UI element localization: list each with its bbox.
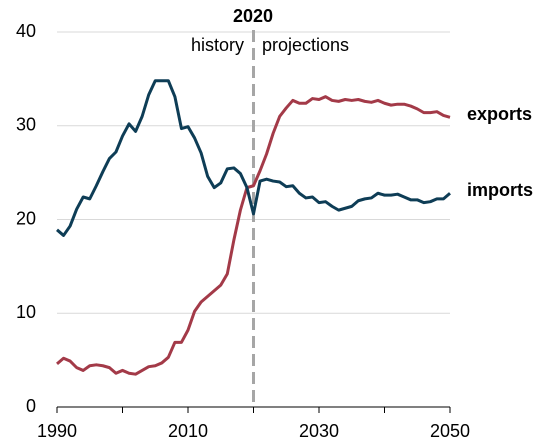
series-label: imports — [467, 180, 533, 200]
x-tick-label: 2010 — [168, 421, 208, 441]
series-label: exports — [467, 104, 532, 124]
history-label: history — [191, 35, 244, 55]
x-tick-label: 2050 — [430, 421, 470, 441]
y-tick-label: 40 — [16, 21, 36, 41]
y-tick-label: 20 — [16, 208, 36, 228]
series-line — [56, 95, 451, 376]
x-tick-label: 2030 — [299, 421, 339, 441]
y-tick-label: 30 — [16, 115, 36, 135]
divider-year: 2020 — [233, 6, 273, 26]
series-line — [56, 79, 451, 237]
x-tick-label: 1990 — [37, 421, 77, 441]
y-tick-label: 10 — [16, 302, 36, 322]
projections-label: projections — [262, 35, 349, 55]
y-tick-label: 0 — [26, 396, 36, 416]
